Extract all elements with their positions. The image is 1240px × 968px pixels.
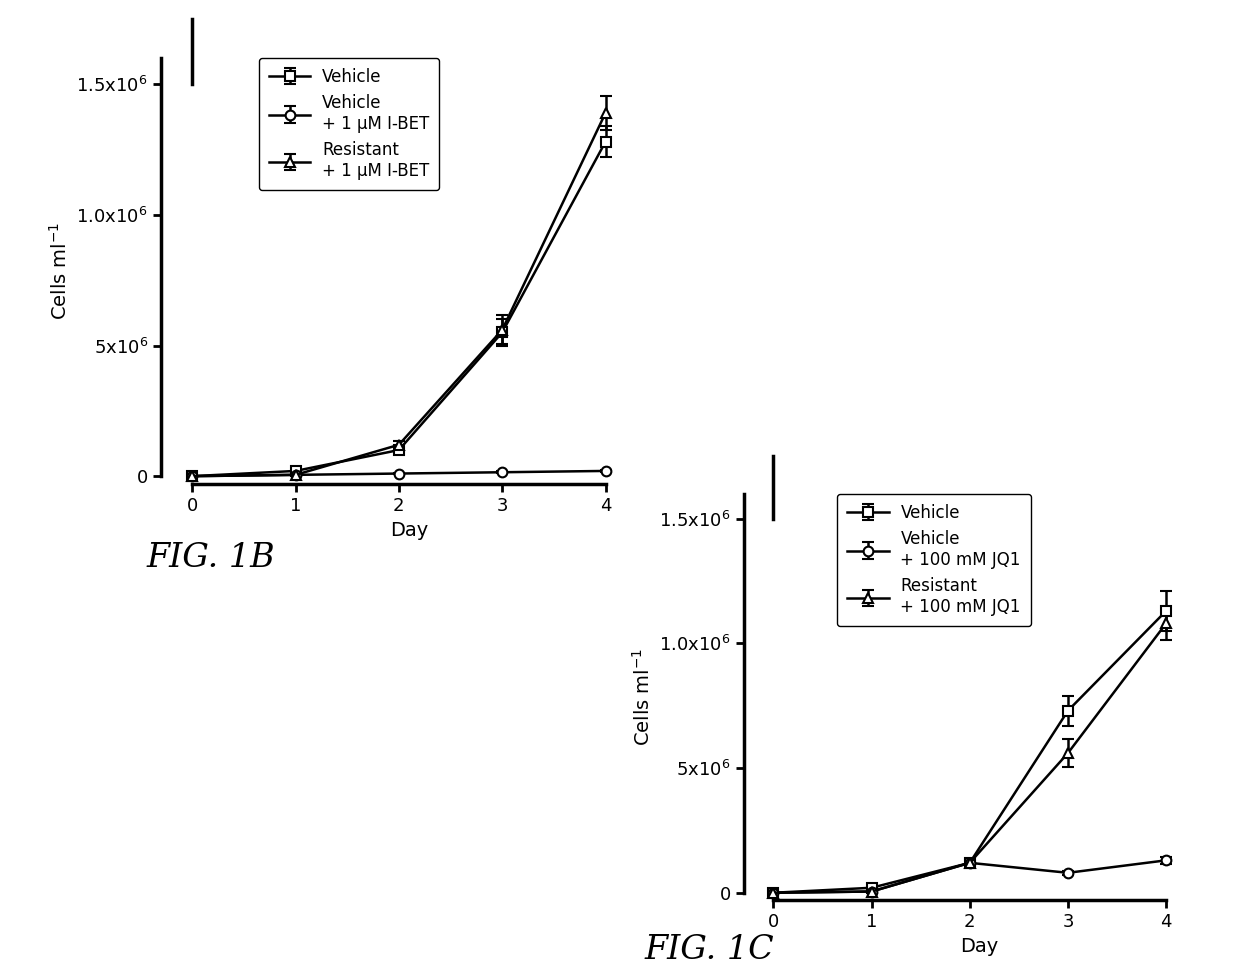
Legend: Vehicle, Vehicle
+ 1 μM I-BET, Resistant
+ 1 μM I-BET: Vehicle, Vehicle + 1 μM I-BET, Resistant…: [259, 58, 439, 190]
Legend: Vehicle, Vehicle
+ 100 mM JQ1, Resistant
+ 100 mM JQ1: Vehicle, Vehicle + 100 mM JQ1, Resistant…: [837, 494, 1030, 626]
Y-axis label: Cells ml$^{-1}$: Cells ml$^{-1}$: [50, 222, 71, 320]
X-axis label: Day: Day: [961, 937, 998, 956]
Text: FIG. 1B: FIG. 1B: [146, 542, 275, 574]
Text: FIG. 1C: FIG. 1C: [645, 934, 775, 966]
Y-axis label: Cells ml$^{-1}$: Cells ml$^{-1}$: [632, 648, 653, 746]
X-axis label: Day: Day: [391, 521, 428, 540]
